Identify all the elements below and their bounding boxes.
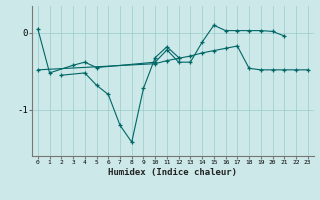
- X-axis label: Humidex (Indice chaleur): Humidex (Indice chaleur): [108, 168, 237, 177]
